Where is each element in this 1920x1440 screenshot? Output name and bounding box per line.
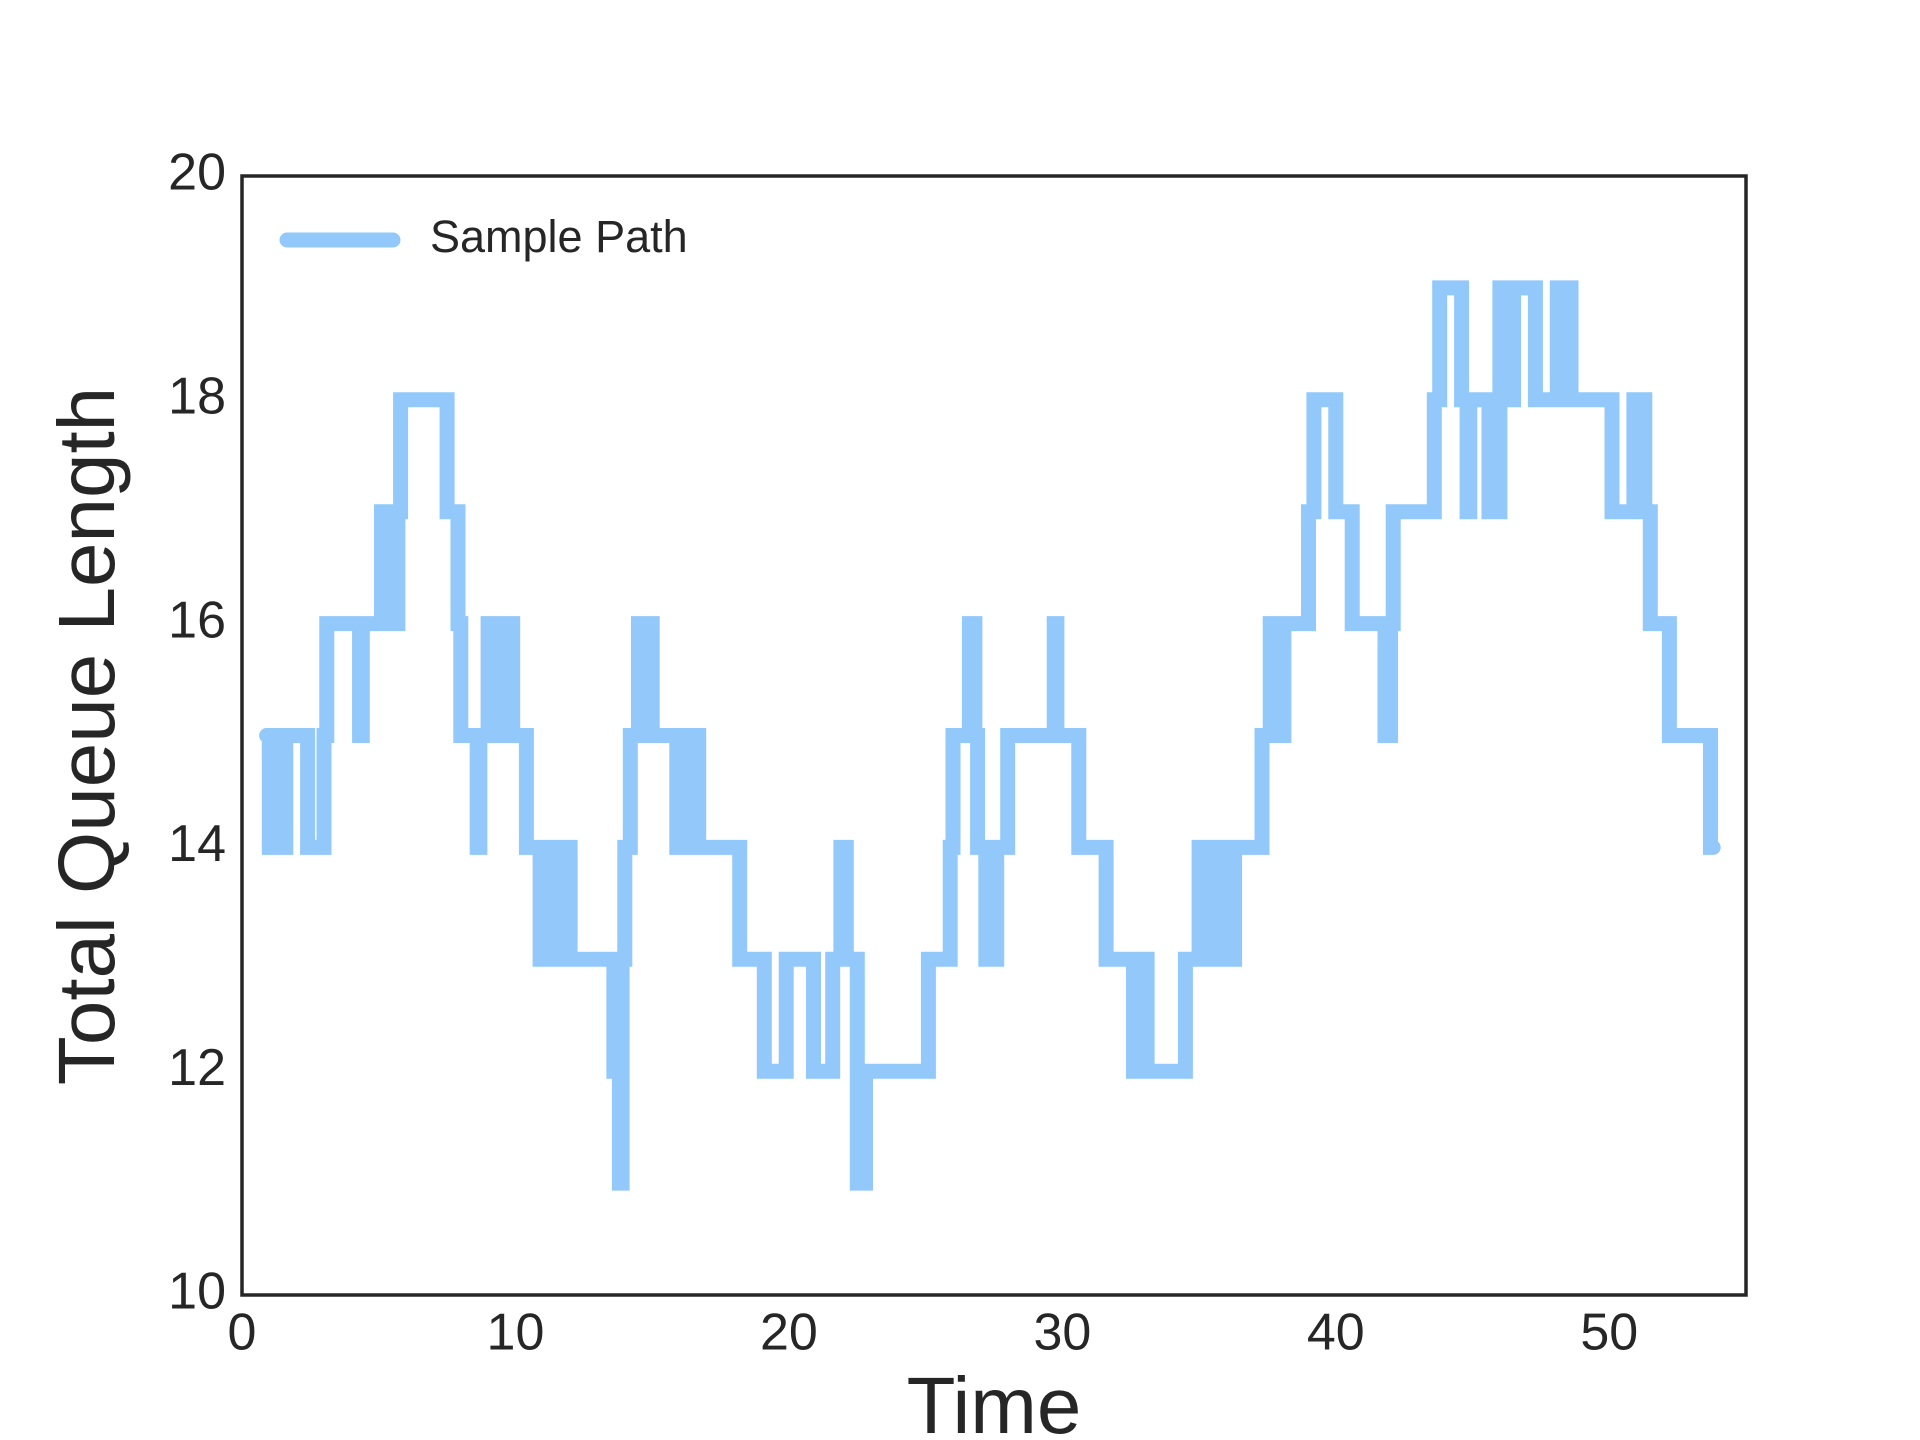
x-tick-label: 50 xyxy=(1580,1304,1638,1362)
x-tick-label: 30 xyxy=(1033,1304,1091,1362)
x-tick-label: 10 xyxy=(487,1304,545,1362)
plot-frame xyxy=(240,174,1748,1297)
y-tick-label: 18 xyxy=(168,368,226,426)
line-series xyxy=(259,280,1721,1191)
y-tick-label: 14 xyxy=(168,815,226,873)
legend-label: Sample Path xyxy=(430,211,688,262)
x-tick-label: 0 xyxy=(228,1304,257,1362)
x-axis-label: Time xyxy=(907,1361,1082,1440)
y-tick-label: 10 xyxy=(168,1263,226,1321)
y-axis-label: Total Queue Length xyxy=(42,387,131,1085)
x-tick-label: 40 xyxy=(1307,1304,1365,1362)
y-tick-label: 12 xyxy=(168,1039,226,1097)
y-tick-label: 20 xyxy=(168,144,226,202)
x-tick-label: 20 xyxy=(760,1304,818,1362)
y-tick-label: 16 xyxy=(168,591,226,649)
